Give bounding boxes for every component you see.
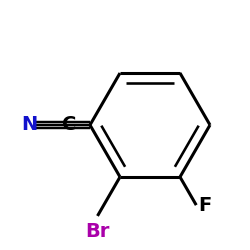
Text: Br: Br (85, 222, 110, 241)
Text: C: C (62, 116, 76, 134)
Text: F: F (199, 196, 212, 214)
Text: N: N (21, 116, 38, 134)
